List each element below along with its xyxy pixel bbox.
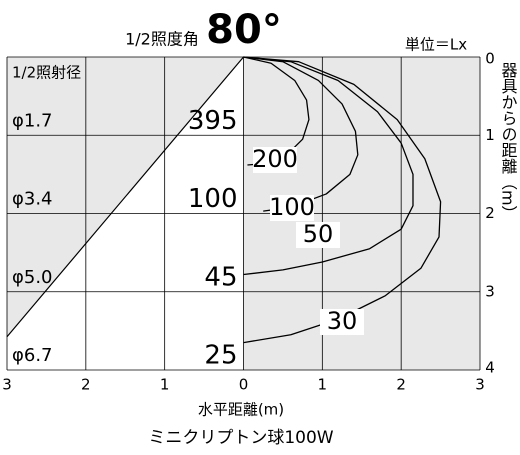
unit-label: 単位＝Lx: [405, 36, 467, 54]
center-illuminance: 100: [188, 184, 238, 214]
label-background: [270, 195, 314, 221]
y-axis-label: 器具からの距離（m）: [499, 62, 518, 222]
isolux-label: 100: [269, 193, 315, 221]
y-tick-label: 4: [485, 359, 495, 377]
angle-label: 1/2照度角: [125, 30, 199, 49]
diameter-value: φ1.7: [12, 110, 53, 131]
x-tick-label: 2: [81, 376, 91, 394]
center-illuminance: 45: [204, 262, 237, 292]
y-tick-label: 1: [485, 126, 495, 144]
label-background: [296, 222, 340, 248]
x-tick-label: 0: [239, 376, 249, 394]
beam-angle-line: [6, 56, 244, 338]
isolux-curve: [243, 56, 414, 276]
y-tick-label: 2: [485, 204, 495, 222]
x-tick-label: 1: [160, 376, 170, 394]
x-tick-label: 3: [2, 376, 12, 394]
center-illuminance: 25: [204, 341, 237, 371]
isolux-label: 50: [303, 220, 334, 248]
beam-angle: 80°: [206, 7, 282, 53]
diameter-value: φ3.4: [12, 189, 53, 210]
chart-title: ミニクリプトン球100W: [148, 428, 333, 448]
label-background: [253, 147, 297, 173]
isolux-label: 200: [252, 145, 298, 173]
x-axis-label: 水平距離(m): [198, 401, 284, 419]
x-tick-label: 1: [318, 376, 328, 394]
isolux-label: 30: [327, 307, 358, 335]
y-tick-label: 3: [485, 282, 495, 300]
label-background: [320, 309, 364, 335]
diameter-value: φ6.7: [12, 345, 53, 366]
y-tick-label: 0: [485, 50, 495, 68]
x-tick-label: 2: [396, 376, 406, 394]
diameter-value: φ5.0: [12, 267, 53, 288]
center-illuminance: 395: [188, 106, 238, 136]
x-tick-label: 3: [475, 376, 485, 394]
diameter-label: 1/2照射径: [12, 64, 81, 82]
